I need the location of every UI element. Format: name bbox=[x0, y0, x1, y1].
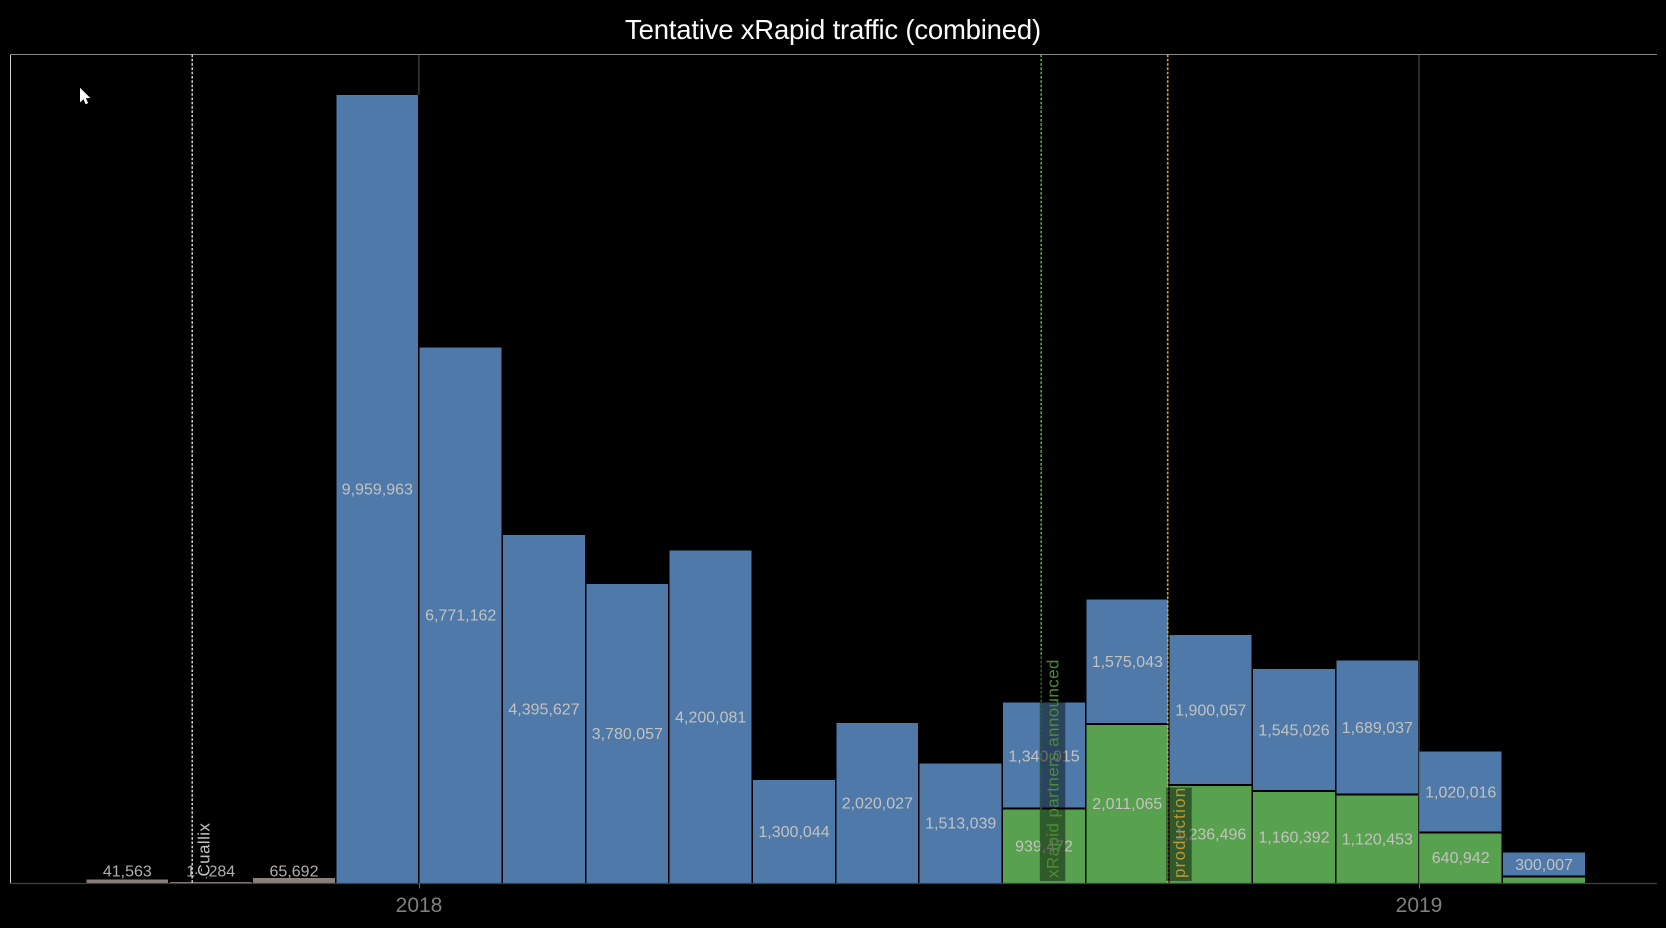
svg-text:2018: 2018 bbox=[396, 894, 443, 917]
svg-text:2,020,027: 2,020,027 bbox=[842, 796, 913, 813]
svg-text:640,942: 640,942 bbox=[1432, 850, 1490, 867]
svg-text:1,689,037: 1,689,037 bbox=[1342, 720, 1413, 737]
svg-text:1,900,057: 1,900,057 bbox=[1175, 703, 1246, 720]
svg-text:4,395,627: 4,395,627 bbox=[508, 702, 579, 719]
svg-text:production: production bbox=[1170, 787, 1189, 878]
svg-text:2,011,065: 2,011,065 bbox=[1092, 796, 1162, 813]
svg-text:6,771,162: 6,771,162 bbox=[425, 608, 496, 625]
svg-text:1,340,015: 1,340,015 bbox=[1008, 748, 1079, 765]
svg-text:939,472: 939,472 bbox=[1015, 838, 1073, 855]
svg-text:1,575,043: 1,575,043 bbox=[1092, 654, 1163, 671]
svg-text:9,959,963: 9,959,963 bbox=[342, 482, 413, 499]
svg-text:1,120,453: 1,120,453 bbox=[1342, 831, 1413, 848]
svg-text:1,545,026: 1,545,026 bbox=[1258, 723, 1329, 740]
svg-text:xRapid partners announced: xRapid partners announced bbox=[1044, 659, 1063, 878]
svg-text:Cuallix: Cuallix bbox=[195, 823, 214, 877]
svg-text:1,020,016: 1,020,016 bbox=[1425, 785, 1496, 802]
svg-text:4,200,081: 4,200,081 bbox=[675, 710, 746, 727]
svg-text:14,284: 14,284 bbox=[186, 864, 235, 881]
svg-text:1,160,392: 1,160,392 bbox=[1258, 830, 1329, 847]
svg-text:3,780,057: 3,780,057 bbox=[592, 726, 663, 743]
svg-text:Tentative xRapid traffic (comb: Tentative xRapid traffic (combined) bbox=[625, 14, 1041, 45]
svg-text:1,236,496: 1,236,496 bbox=[1175, 827, 1246, 844]
svg-text:2019: 2019 bbox=[1396, 894, 1443, 917]
svg-text:300,007: 300,007 bbox=[1515, 857, 1573, 874]
svg-text:65,692: 65,692 bbox=[270, 864, 319, 881]
svg-text:41,563: 41,563 bbox=[103, 864, 152, 881]
svg-text:1,513,039: 1,513,039 bbox=[925, 816, 996, 833]
svg-text:1,300,044: 1,300,044 bbox=[758, 824, 829, 841]
